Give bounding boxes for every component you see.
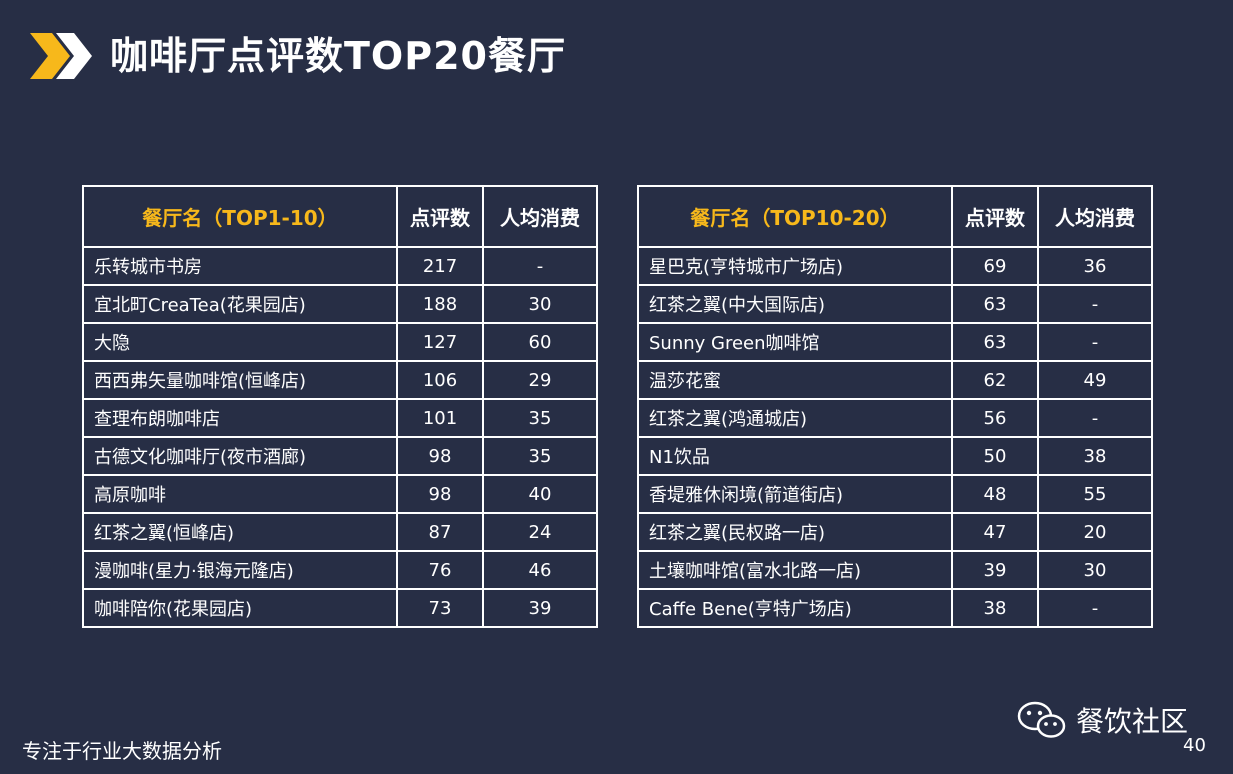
restaurant-name: 咖啡陪你(花果园店) bbox=[82, 588, 398, 628]
table-row: Sunny Green咖啡馆 63- bbox=[637, 322, 1153, 362]
table-row: 温莎花蜜 62 49 bbox=[637, 360, 1153, 400]
avg-spend: 49 bbox=[1037, 360, 1153, 400]
review-count: 87 bbox=[396, 512, 484, 552]
table-row: 西西弗矢量咖啡馆(恒峰店) 106 29 bbox=[82, 360, 598, 400]
restaurant-name: 温莎花蜜 bbox=[637, 360, 953, 400]
review-count: 98 bbox=[396, 436, 484, 476]
avg-spend: 46 bbox=[482, 550, 598, 590]
review-count: 63 bbox=[951, 322, 1039, 362]
table-row: 红茶之翼(民权路一店) 47 20 bbox=[637, 512, 1153, 552]
avg-spend: - bbox=[1037, 322, 1153, 362]
table-row: 宜北町CreaTea(花果园店) 188 30 bbox=[82, 284, 598, 324]
review-count: 69 bbox=[951, 246, 1039, 286]
column-header-avg-spend: 人均消费 bbox=[482, 185, 598, 248]
avg-spend: 39 bbox=[482, 588, 598, 628]
avg-spend: 24 bbox=[482, 512, 598, 552]
review-count: 39 bbox=[951, 550, 1039, 590]
column-header-avg-spend: 人均消费 bbox=[1037, 185, 1153, 248]
table-row: 古德文化咖啡厅(夜市酒廊) 98 35 bbox=[82, 436, 598, 476]
page-title: 咖啡厅点评数TOP20餐厅 bbox=[110, 34, 566, 78]
avg-spend: 35 bbox=[482, 436, 598, 476]
footer-tagline: 专注于行业大数据分析 bbox=[22, 739, 222, 763]
table-row: 乐转城市书房 217- bbox=[82, 246, 598, 286]
restaurant-name: 西西弗矢量咖啡馆(恒峰店) bbox=[82, 360, 398, 400]
table-row: 大隐 127 60 bbox=[82, 322, 598, 362]
avg-spend: 38 bbox=[1037, 436, 1153, 476]
avg-spend: 60 bbox=[482, 322, 598, 362]
review-count: 101 bbox=[396, 398, 484, 438]
avg-spend: 40 bbox=[482, 474, 598, 514]
restaurant-name: 红茶之翼(鸿通城店) bbox=[637, 398, 953, 438]
review-count: 188 bbox=[396, 284, 484, 324]
restaurant-name: 香堤雅休闲境(箭道街店) bbox=[637, 474, 953, 514]
table-header-row: 餐厅名（TOP10-20） 点评数 人均消费 bbox=[637, 185, 1153, 248]
column-header-name: 餐厅名（TOP10-20） bbox=[637, 185, 953, 248]
table-row: 香堤雅休闲境(箭道街店) 48 55 bbox=[637, 474, 1153, 514]
column-header-reviews: 点评数 bbox=[951, 185, 1039, 248]
table-row: Caffe Bene(亨特广场店) 38- bbox=[637, 588, 1153, 628]
avg-spend: - bbox=[1037, 284, 1153, 324]
avg-spend: - bbox=[482, 246, 598, 286]
table-row: 咖啡陪你(花果园店) 73 39 bbox=[82, 588, 598, 628]
review-count: 56 bbox=[951, 398, 1039, 438]
table-row: 红茶之翼(鸿通城店) 56- bbox=[637, 398, 1153, 438]
table-row: N1饮品 50 38 bbox=[637, 436, 1153, 476]
brand-name: 餐饮社区 bbox=[1076, 705, 1189, 738]
avg-spend: 55 bbox=[1037, 474, 1153, 514]
review-count: 47 bbox=[951, 512, 1039, 552]
avg-spend: 30 bbox=[1037, 550, 1153, 590]
table-header-row: 餐厅名（TOP1-10） 点评数 人均消费 bbox=[82, 185, 598, 248]
ranking-table-top1-10: 餐厅名（TOP1-10） 点评数 人均消费 乐转城市书房 217- 宜北町Crea… bbox=[82, 185, 598, 628]
restaurant-name: 查理布朗咖啡店 bbox=[82, 398, 398, 438]
review-count: 98 bbox=[396, 474, 484, 514]
restaurant-name: 古德文化咖啡厅(夜市酒廊) bbox=[82, 436, 398, 476]
table-row: 高原咖啡 98 40 bbox=[82, 474, 598, 514]
restaurant-name: 红茶之翼(民权路一店) bbox=[637, 512, 953, 552]
restaurant-name: N1饮品 bbox=[637, 436, 953, 476]
review-count: 50 bbox=[951, 436, 1039, 476]
double-chevron-icon bbox=[30, 33, 92, 79]
review-count: 63 bbox=[951, 284, 1039, 324]
restaurant-name: 宜北町CreaTea(花果园店) bbox=[82, 284, 398, 324]
review-count: 127 bbox=[396, 322, 484, 362]
brand-watermark: 餐饮社区 bbox=[1016, 698, 1188, 742]
restaurant-name: 大隐 bbox=[82, 322, 398, 362]
restaurant-name: 星巴克(亨特城市广场店) bbox=[637, 246, 953, 286]
ranking-table-top10-20: 餐厅名（TOP10-20） 点评数 人均消费 星巴克(亨特城市广场店) 69 36 … bbox=[637, 185, 1153, 628]
avg-spend: 30 bbox=[482, 284, 598, 324]
avg-spend: 29 bbox=[482, 360, 598, 400]
table-row: 查理布朗咖啡店 101 35 bbox=[82, 398, 598, 438]
avg-spend: 35 bbox=[482, 398, 598, 438]
avg-spend: - bbox=[1037, 588, 1153, 628]
review-count: 106 bbox=[396, 360, 484, 400]
restaurant-name: 高原咖啡 bbox=[82, 474, 398, 514]
review-count: 62 bbox=[951, 360, 1039, 400]
table-row: 星巴克(亨特城市广场店) 69 36 bbox=[637, 246, 1153, 286]
page-number: 40 bbox=[1183, 735, 1206, 756]
avg-spend: 20 bbox=[1037, 512, 1153, 552]
restaurant-name: 漫咖啡(星力·银海元隆店) bbox=[82, 550, 398, 590]
restaurant-name: 红茶之翼(中大国际店) bbox=[637, 284, 953, 324]
wechat-icon bbox=[1017, 701, 1066, 738]
restaurant-name: 乐转城市书房 bbox=[82, 246, 398, 286]
review-count: 48 bbox=[951, 474, 1039, 514]
table-row: 漫咖啡(星力·银海元隆店) 76 46 bbox=[82, 550, 598, 590]
table-row: 红茶之翼(恒峰店) 87 24 bbox=[82, 512, 598, 552]
restaurant-name: 土壤咖啡馆(富水北路一店) bbox=[637, 550, 953, 590]
review-count: 76 bbox=[396, 550, 484, 590]
restaurant-name: Sunny Green咖啡馆 bbox=[637, 322, 953, 362]
review-count: 217 bbox=[396, 246, 484, 286]
review-count: 38 bbox=[951, 588, 1039, 628]
restaurant-name: 红茶之翼(恒峰店) bbox=[82, 512, 398, 552]
restaurant-name: Caffe Bene(亨特广场店) bbox=[637, 588, 953, 628]
column-header-name: 餐厅名（TOP1-10） bbox=[82, 185, 398, 248]
avg-spend: 36 bbox=[1037, 246, 1153, 286]
avg-spend: - bbox=[1037, 398, 1153, 438]
review-count: 73 bbox=[396, 588, 484, 628]
table-row: 红茶之翼(中大国际店) 63- bbox=[637, 284, 1153, 324]
table-row: 土壤咖啡馆(富水北路一店) 39 30 bbox=[637, 550, 1153, 590]
column-header-reviews: 点评数 bbox=[396, 185, 484, 248]
